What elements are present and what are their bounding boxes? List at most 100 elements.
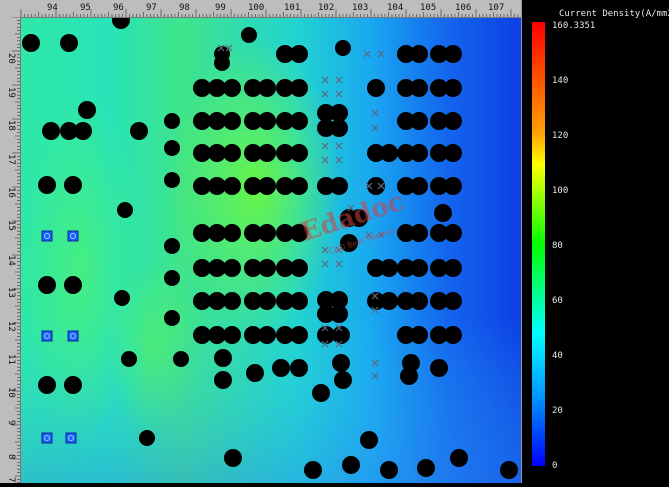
x-tick-label: 95: [80, 3, 91, 13]
via-hole: [350, 209, 368, 227]
via-hole: [290, 359, 308, 377]
via-hole: [430, 359, 448, 377]
via-hole: [317, 119, 335, 137]
via-x-mark: [335, 324, 343, 332]
via-x-stroke: [371, 372, 379, 380]
via-hole: [410, 144, 428, 162]
via-hole: [430, 177, 448, 195]
via-x-mark: [363, 50, 371, 58]
legend-label: 80: [552, 241, 563, 251]
via-hole: [410, 79, 428, 97]
via-hole: [444, 326, 462, 344]
via-x-mark: [377, 50, 385, 58]
via-x-stroke: [335, 156, 343, 164]
color-legend: Current Density(A/mm2) 160.3351 140 120 …: [522, 0, 669, 483]
via-x-stroke: [217, 44, 225, 52]
via-hole: [193, 177, 211, 195]
legend-label: 120: [552, 131, 568, 141]
via-x-stroke: [371, 292, 379, 300]
via-x-mark: [321, 156, 329, 164]
via-hole: [276, 292, 294, 310]
via-hole: [224, 449, 242, 467]
y-tick-label: 11: [6, 354, 16, 365]
via-hole: [317, 326, 335, 344]
via-hole: [223, 177, 241, 195]
left-ruler-labels: 20 19 18 17 16 15 14 13 12 11 10 9 8 7: [6, 53, 16, 482]
via-x-mark: [335, 340, 343, 348]
legend-label: 100: [552, 186, 568, 196]
via-hole: [430, 326, 448, 344]
via-x-stroke: [321, 246, 329, 254]
via-hole: [410, 224, 428, 242]
via-x-mark: [365, 231, 373, 239]
blue-pad-square: [41, 330, 53, 342]
legend-color-bar: [532, 22, 545, 466]
via-x-mark: [217, 44, 225, 52]
via-hole: [397, 177, 415, 195]
via-hole: [173, 351, 189, 367]
y-tick-label: 9: [6, 420, 16, 425]
via-hole: [60, 34, 78, 52]
via-hole: [193, 112, 211, 130]
via-x-stroke: [335, 324, 343, 332]
via-hole: [208, 259, 226, 277]
via-hole: [290, 79, 308, 97]
via-hole: [397, 144, 415, 162]
via-hole: [193, 224, 211, 242]
x-tick-label: 106: [455, 3, 471, 13]
via-hole: [244, 326, 262, 344]
via-hole: [244, 292, 262, 310]
via-hole: [258, 292, 276, 310]
via-hole: [290, 177, 308, 195]
via-hole: [164, 172, 180, 188]
via-hole: [340, 234, 358, 252]
via-hole: [367, 79, 385, 97]
via-x-mark: [335, 90, 343, 98]
blue-pad: [41, 432, 53, 444]
via-hole: [208, 79, 226, 97]
current-density-map[interactable]: Edadoc CAD Best Partner: [21, 18, 521, 483]
via-x-stroke: [335, 76, 343, 84]
via-hole: [276, 326, 294, 344]
via-x-stroke: [335, 260, 343, 268]
via-hole: [410, 177, 428, 195]
top-ruler-labels: 94 95 96 97 98 99 100 101 102 103 104 10…: [47, 3, 504, 13]
via-x-mark: [371, 372, 379, 380]
via-hole: [164, 140, 180, 156]
top-ruler-ticks: [20, 9, 522, 17]
via-x-mark: [371, 292, 379, 300]
via-hole: [276, 177, 294, 195]
via-hole: [444, 79, 462, 97]
via-x-mark: [335, 246, 343, 254]
y-tick-label: 17: [6, 154, 16, 165]
via-hole: [114, 290, 130, 306]
current-density-plot[interactable]: Edadoc CAD Best Partner: [21, 18, 521, 483]
via-hole: [246, 364, 264, 382]
via-hole: [223, 112, 241, 130]
via-hole: [258, 326, 276, 344]
via-x-stroke: [321, 340, 329, 348]
via-hole: [290, 326, 308, 344]
via-hole: [500, 461, 518, 479]
via-x-mark: [321, 260, 329, 268]
via-hole: [334, 371, 352, 389]
via-hole: [117, 202, 133, 218]
x-tick-label: 98: [179, 3, 190, 13]
via-x-stroke: [371, 359, 379, 367]
via-hole: [367, 177, 385, 195]
via-hole: [430, 79, 448, 97]
via-x-mark: [371, 109, 379, 117]
via-hole: [164, 270, 180, 286]
via-x-stroke: [347, 204, 355, 212]
via-hole: [258, 177, 276, 195]
via-x-stroke: [377, 182, 385, 190]
via-x-stroke: [321, 76, 329, 84]
y-tick-label: 8: [6, 454, 16, 459]
legend-label: 140: [552, 76, 568, 86]
via-hole: [397, 224, 415, 242]
via-hole: [164, 113, 180, 129]
via-x-stroke: [371, 109, 379, 117]
via-hole: [164, 310, 180, 326]
via-hole: [304, 461, 322, 479]
via-hole: [223, 259, 241, 277]
